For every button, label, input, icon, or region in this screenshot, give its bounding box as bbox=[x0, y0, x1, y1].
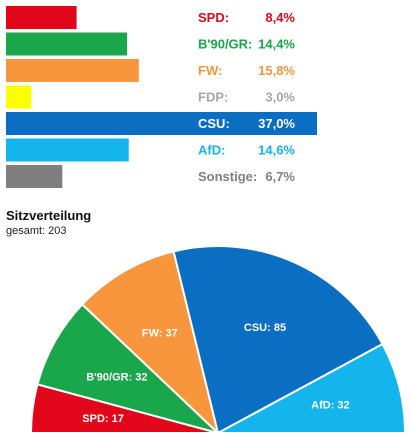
bar-afd bbox=[6, 138, 129, 162]
bar-value-fdp: 3,0% bbox=[265, 90, 295, 105]
bar-sonstige bbox=[6, 165, 63, 188]
vote-share-bar-chart: SPD: 8,4% B'90/GR: 14,4% FW: 15,8% FDP: 3,0% CSU… bbox=[6, 6, 317, 188]
bar-b-90-gr bbox=[6, 32, 128, 56]
bar-label-fw: FW: bbox=[198, 63, 222, 78]
bar-value-csu: 37,0% bbox=[258, 116, 295, 131]
bar-label-fdp: FDP: bbox=[198, 90, 228, 105]
bar-spd bbox=[6, 6, 77, 29]
bar-value-afd: 14,6% bbox=[258, 143, 295, 158]
seat-label-fw: FW: 37 bbox=[142, 328, 178, 340]
bar-label-b-90-gr: B'90/GR: bbox=[198, 37, 252, 52]
bar-label-afd: AfD: bbox=[198, 143, 225, 158]
bar-fdp bbox=[6, 85, 32, 109]
bar-value-b-90-gr: 14,4% bbox=[258, 37, 295, 52]
seat-distribution-semicircle: SPD: 17 B'90/GR: 32 FW: 37 CSU: 85 AfD: 32 bbox=[29, 244, 407, 437]
bar-value-sonstige: 6,7% bbox=[265, 169, 295, 184]
seat-label-b-90-gr: B'90/GR: 32 bbox=[86, 371, 147, 383]
seat-total-label: gesamt: 203 bbox=[6, 225, 67, 237]
highlight-band-csu bbox=[6, 112, 317, 135]
bar-label-csu: CSU: bbox=[198, 116, 230, 131]
seat-slice-b-90-gr bbox=[36, 302, 219, 434]
seat-label-afd: AfD: 32 bbox=[311, 400, 350, 412]
seat-distribution-title: Sitzverteilung bbox=[6, 208, 92, 223]
bar-label-spd: SPD: bbox=[198, 10, 229, 25]
seat-slice-csu bbox=[172, 244, 384, 435]
bar-value-spd: 8,4% bbox=[265, 10, 295, 25]
seat-label-csu: CSU: 85 bbox=[244, 322, 286, 334]
seat-slice-afd bbox=[217, 342, 407, 434]
seat-label-spd: SPD: 17 bbox=[82, 413, 124, 425]
bar-value-fw: 15,8% bbox=[258, 63, 295, 78]
bar-fw bbox=[6, 59, 139, 82]
bar-label-sonstige: Sonstige: bbox=[198, 169, 257, 184]
